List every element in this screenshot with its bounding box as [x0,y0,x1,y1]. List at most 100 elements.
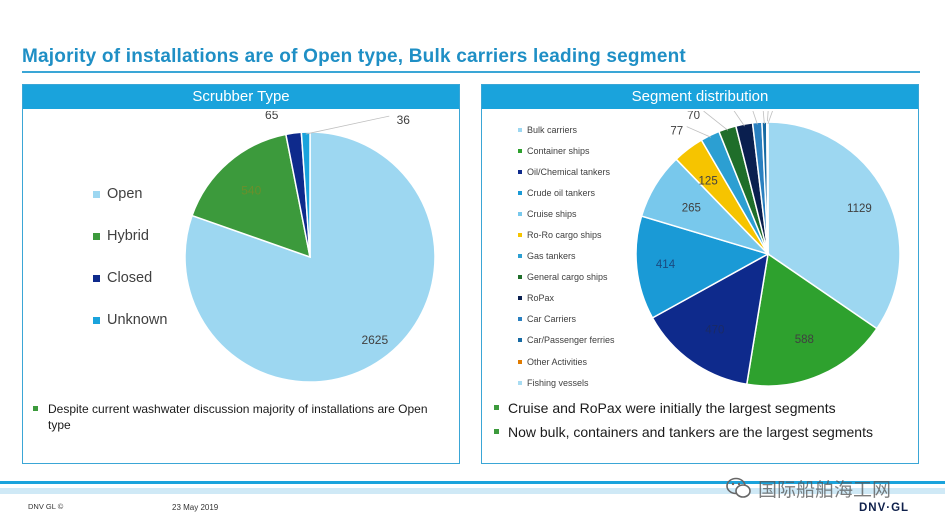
legend-item-fishing-vessels: Fishing vessels [518,372,615,393]
data-label-hybrid: 540 [241,183,261,197]
leader-line [766,111,769,125]
leader-line [767,111,773,125]
legend-swatch [518,211,522,216]
data-label-crude-oil-tankers: 414 [656,259,676,271]
data-label-cruise-ships: 265 [682,202,701,214]
legend-item-car-passenger-ferries: Car/Passenger ferries [518,330,615,351]
legend-label: Gas tankers [527,251,576,262]
footer-band [0,481,945,484]
legend-swatch [518,254,522,259]
legend-label: Crude oil tankers [527,187,596,198]
legend-item-ro-ro-cargo-ships: Ro-Ro cargo ships [518,224,615,245]
legend-swatch [518,275,522,280]
bullet-marker [33,406,38,411]
data-label-ro-ro-cargo-ships: 125 [699,175,718,187]
legend-label: Oil/Chemical tankers [527,166,611,177]
legend-item-bulk-carriers: Bulk carriers [518,119,615,140]
legend-item-open: Open [93,173,167,215]
legend-label: Fishing vessels [527,377,589,388]
legend-swatch [518,127,522,132]
bullet-marker [494,429,499,434]
legend-swatch [518,148,522,153]
legend-swatch [518,338,522,343]
wechat-icon [726,477,751,498]
scrubber-type-bullet: Despite current washwater discussion maj… [33,401,443,433]
legend-label: Ro-Ro cargo ships [527,230,602,241]
data-label-general-cargo-ships: 70 [687,111,700,122]
segment-distribution-pie-chart: 1129588470414265125777067371941 [635,111,901,387]
legend-item-other-activities: Other Activities [518,351,615,372]
legend-swatch [518,380,522,385]
slide-title: Majority of installations are of Open ty… [22,46,686,67]
segment-bullet-text: Now bulk, containers and tankers are the… [508,424,873,440]
legend-swatch [93,232,100,240]
legend-item-car-carriers: Car Carriers [518,309,615,330]
watermark-text: 国际船舶海工网 [758,480,892,501]
pie-slice-bulk-carriers [767,121,901,330]
leader-line [703,111,729,131]
pie-slice-crude-oil-tankers [635,215,770,319]
leader-line [686,126,712,138]
scrubber-type-panel: Scrubber Type Open Hybrid Closed Unknown 26… [22,84,460,464]
pie-slice-oil-chemical-tankers [651,252,769,386]
legend-label: Other Activities [527,356,588,367]
leader-line [752,111,758,125]
scrubber-type-bullet-text: Despite current washwater discussion maj… [48,402,428,432]
legend-swatch [93,190,100,198]
legend-swatch [518,359,522,364]
segment-bullet-text: Cruise and RoPax were initially the larg… [508,400,836,416]
legend-label: Bulk carriers [527,124,578,135]
legend-item-crude-oil-tankers: Crude oil tankers [518,182,615,203]
legend-item-unknown: Unknown [93,299,167,341]
legend-label: General cargo ships [527,272,608,283]
legend-swatch [518,169,522,174]
legend-label: Hybrid [107,228,149,244]
legend-swatch [93,274,100,282]
footer-band-light [0,488,945,494]
legend-item-hybrid: Hybrid [93,215,167,257]
legend-label: Open [107,186,143,202]
data-label-container-ships: 588 [795,334,814,346]
legend-swatch [518,317,522,322]
legend-swatch [518,296,522,301]
legend-swatch [518,190,522,195]
legend-item-ropax: RoPax [518,288,615,309]
dnv-gl-logo: DNV·GL [859,502,910,514]
leader-line [762,111,765,125]
legend-label: RoPax [527,293,555,304]
title-divider [22,71,920,73]
data-label-oil-chemical-tankers: 470 [705,325,724,337]
data-label-open: 2625 [361,333,388,347]
legend-label: Closed [107,270,153,286]
pie-slice-container-ships [745,252,878,387]
legend-item-general-cargo-ships: General cargo ships [518,267,615,288]
segment-distribution-panel: Segment distribution Bulk carriers Contai… [481,84,919,464]
legend-label: Car/Passenger ferries [527,335,615,346]
legend-label: Car Carriers [527,314,577,325]
legend-label: Cruise ships [527,208,577,219]
bullet-marker [494,405,499,410]
data-label-bulk-carriers: 1129 [847,203,872,215]
data-label-unknown: 36 [397,113,411,127]
leader-line [305,115,390,135]
pie-slice-unknown [300,131,311,258]
footer-copyright: DNV GL © [28,502,64,511]
pie-slice-hybrid [191,133,311,259]
footer-date: 23 May 2019 [172,503,219,512]
legend-label: Unknown [107,312,168,328]
scrubber-type-header: Scrubber Type [23,85,459,109]
data-label-gas-tankers: 77 [670,126,683,138]
segment-bullet: Now bulk, containers and tankers are the… [494,423,904,441]
legend-label: Container ships [527,145,590,156]
data-label-closed: 65 [265,111,279,122]
legend-item-gas-tankers: Gas tankers [518,246,615,267]
legend-item-closed: Closed [93,257,167,299]
scrubber-type-pie-chart: 2625 540 65 36 [184,111,436,383]
legend-swatch [518,233,522,238]
segment-bullet: Cruise and RoPax were initially the larg… [494,399,904,417]
segment-distribution-legend: Bulk carriers Container ships Oil/Chemical… [518,119,615,393]
segment-distribution-header: Segment distribution [482,85,918,109]
legend-swatch [93,316,100,324]
leader-line [733,111,745,127]
legend-item-container-ships: Container ships [518,140,615,161]
